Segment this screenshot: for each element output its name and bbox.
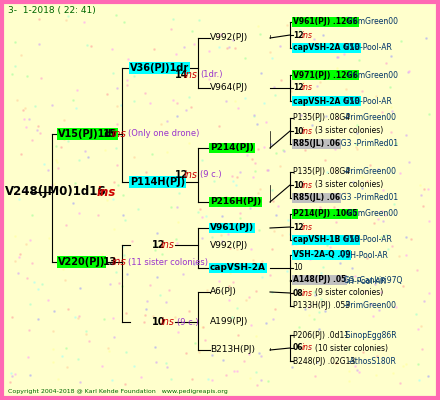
- Text: P214(PJ) .10G5: P214(PJ) .10G5: [293, 210, 357, 218]
- Text: V248(JM0)1d16: V248(JM0)1d16: [5, 186, 106, 198]
- Text: VSH-Dr .08G0: VSH-Dr .08G0: [293, 276, 346, 286]
- Text: ins: ins: [302, 344, 313, 352]
- Text: V992(PJ): V992(PJ): [210, 240, 248, 250]
- Text: ins: ins: [302, 288, 313, 298]
- Text: (1dr.): (1dr.): [200, 70, 223, 80]
- Text: -PrimGreen00: -PrimGreen00: [344, 168, 397, 176]
- Text: -VSH-Pool-AR: -VSH-Pool-AR: [342, 44, 392, 52]
- Text: V220(PJ): V220(PJ): [58, 257, 105, 267]
- Text: -AthosS180R: -AthosS180R: [348, 356, 396, 366]
- Text: (10 sister colonies): (10 sister colonies): [315, 344, 388, 352]
- Text: P214(PJ): P214(PJ): [210, 144, 254, 152]
- Text: A199(PJ): A199(PJ): [210, 318, 248, 326]
- Text: -VSH-Pool-AR: -VSH-Pool-AR: [337, 276, 387, 286]
- Text: P216H(PJ): P216H(PJ): [210, 198, 261, 206]
- Text: V36(PJ)1dr: V36(PJ)1dr: [130, 63, 189, 73]
- Text: V961(PJ) .12G6: V961(PJ) .12G6: [293, 18, 358, 26]
- Text: -PrimGreen00: -PrimGreen00: [344, 302, 397, 310]
- Text: 12: 12: [293, 30, 304, 40]
- Text: V961(PJ): V961(PJ): [210, 224, 254, 232]
- Text: ins: ins: [112, 257, 127, 267]
- Text: ins: ins: [184, 170, 198, 180]
- Text: A148(PJ) .05: A148(PJ) .05: [293, 276, 346, 284]
- Text: G3 -PrimRed01: G3 -PrimRed01: [335, 194, 398, 202]
- Text: 10: 10: [293, 126, 304, 136]
- Text: V971(PJ) .12G6: V971(PJ) .12G6: [293, 70, 358, 80]
- Text: ins: ins: [112, 129, 127, 139]
- Text: 10: 10: [152, 317, 165, 327]
- Text: R85(JL) .06: R85(JL) .06: [293, 140, 340, 148]
- Text: P133H(PJ) .053: P133H(PJ) .053: [293, 302, 350, 310]
- Text: 12: 12: [152, 240, 165, 250]
- Text: P135(PJ) .08G4: P135(PJ) .08G4: [293, 114, 350, 122]
- Text: (9 c.): (9 c.): [200, 170, 222, 180]
- Text: ins: ins: [302, 222, 313, 232]
- Text: ins: ins: [184, 70, 198, 80]
- Text: 10: 10: [293, 264, 303, 272]
- Text: 10: 10: [293, 180, 304, 190]
- Text: B248(PJ) .02G13: B248(PJ) .02G13: [293, 356, 355, 366]
- Text: Copyright 2004-2018 @ Karl Kehde Foundation   www.pedigreapis.org: Copyright 2004-2018 @ Karl Kehde Foundat…: [8, 390, 228, 394]
- Text: 08: 08: [293, 288, 304, 298]
- Text: P135(PJ) .08G4: P135(PJ) .08G4: [293, 168, 350, 176]
- Text: -VSH-Pool-AR: -VSH-Pool-AR: [342, 96, 392, 106]
- Text: (9 c.): (9 c.): [177, 318, 198, 326]
- Text: -PrimGreen00: -PrimGreen00: [346, 70, 399, 80]
- Text: R85(JL) .06: R85(JL) .06: [293, 194, 340, 202]
- Text: 06: 06: [293, 344, 304, 352]
- Text: G5 -Cankiri97Q: G5 -Cankiri97Q: [339, 276, 402, 284]
- Text: capVSH-2A G10: capVSH-2A G10: [293, 44, 360, 52]
- Text: ins: ins: [302, 84, 313, 92]
- Text: 12: 12: [293, 84, 304, 92]
- Text: (11 sister colonies): (11 sister colonies): [128, 258, 208, 266]
- Text: ins: ins: [302, 30, 313, 40]
- Text: -PrimGreen00: -PrimGreen00: [346, 210, 399, 218]
- Text: 12: 12: [293, 222, 304, 232]
- Text: G3 -PrimRed01: G3 -PrimRed01: [335, 140, 398, 148]
- Text: (3 sister colonies): (3 sister colonies): [315, 180, 383, 190]
- Text: -VSH-Pool-AR: -VSH-Pool-AR: [342, 236, 392, 244]
- Text: VSH-2A-Q .09: VSH-2A-Q .09: [293, 250, 351, 260]
- Text: V964(PJ): V964(PJ): [210, 84, 248, 92]
- Text: A6(PJ): A6(PJ): [210, 288, 237, 296]
- Text: -PrimGreen00: -PrimGreen00: [346, 18, 399, 26]
- Text: 3-  1-2018 ( 22: 41): 3- 1-2018 ( 22: 41): [8, 6, 96, 14]
- Text: 13: 13: [103, 257, 117, 267]
- Text: 15: 15: [103, 129, 117, 139]
- Text: ins: ins: [161, 240, 175, 250]
- Text: capVSH-2A: capVSH-2A: [210, 264, 266, 272]
- Text: V992(PJ): V992(PJ): [210, 34, 248, 42]
- Text: P114H(PJ): P114H(PJ): [130, 177, 185, 187]
- Text: ins: ins: [161, 317, 175, 327]
- Text: P206(PJ) .0d11: P206(PJ) .0d11: [293, 330, 349, 340]
- Text: ins: ins: [97, 186, 116, 198]
- Text: -SinopEgg86R: -SinopEgg86R: [344, 330, 398, 340]
- Text: (Only one drone): (Only one drone): [128, 130, 199, 138]
- Text: 12: 12: [175, 170, 188, 180]
- Text: -VSH-Pool-AR: -VSH-Pool-AR: [339, 250, 389, 260]
- Text: capVSH-1B G10: capVSH-1B G10: [293, 236, 359, 244]
- Text: 14: 14: [175, 70, 188, 80]
- Text: ins: ins: [302, 180, 313, 190]
- Text: (9 sister colonies): (9 sister colonies): [315, 288, 383, 298]
- Text: B213H(PJ): B213H(PJ): [210, 346, 255, 354]
- Text: -PrimGreen00: -PrimGreen00: [344, 114, 397, 122]
- Text: ins: ins: [302, 126, 313, 136]
- Text: (3 sister colonies): (3 sister colonies): [315, 126, 383, 136]
- Text: capVSH-2A G10: capVSH-2A G10: [293, 96, 360, 106]
- Text: V15(PJ)1dr: V15(PJ)1dr: [58, 129, 117, 139]
